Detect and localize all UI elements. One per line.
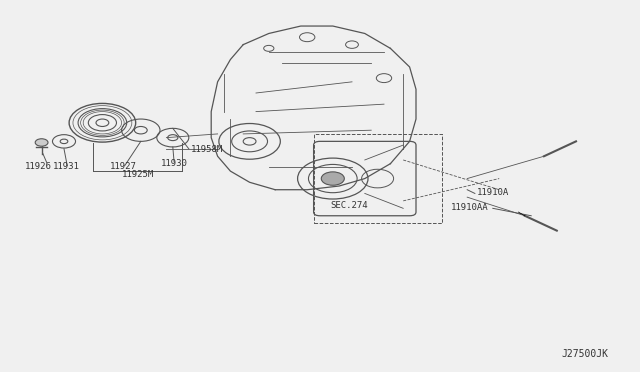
Bar: [314, 134, 442, 223]
Text: 11958M: 11958M: [191, 145, 223, 154]
Text: J27500JK: J27500JK: [561, 349, 608, 359]
Circle shape: [321, 172, 344, 185]
Text: 11926: 11926: [25, 162, 52, 171]
Text: 11930: 11930: [161, 158, 188, 167]
Text: 11931: 11931: [52, 162, 79, 171]
Text: 11910AA: 11910AA: [451, 203, 489, 212]
Text: 11927: 11927: [110, 162, 137, 171]
Text: 11910A: 11910A: [477, 188, 509, 197]
Text: SEC.274: SEC.274: [330, 201, 367, 210]
Text: 11925M: 11925M: [122, 170, 154, 179]
Circle shape: [35, 139, 48, 146]
